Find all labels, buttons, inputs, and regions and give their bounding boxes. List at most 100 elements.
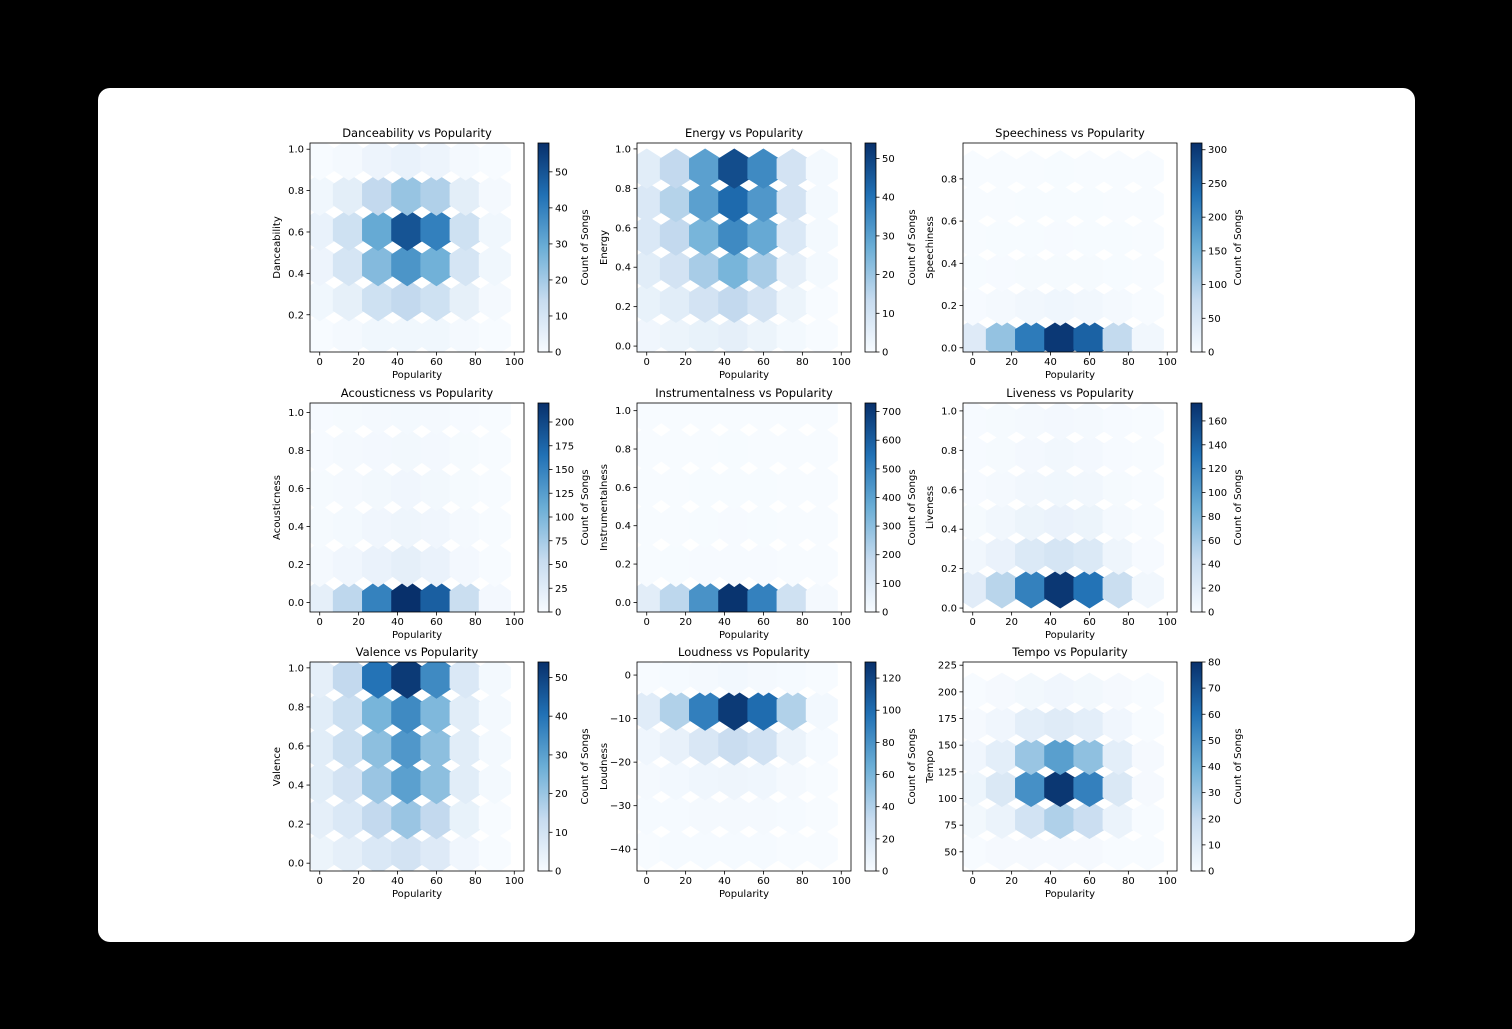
x-axis-label: Popularity — [1045, 889, 1095, 900]
hex-cell — [689, 464, 722, 511]
y-tick-label: 0.8 — [288, 702, 304, 713]
hex-cell — [637, 723, 663, 766]
chart-title: Tempo vs Popularity — [1011, 645, 1128, 659]
hex-cell — [332, 762, 365, 805]
hex-cell — [985, 736, 1018, 776]
colorbar-tick-label: 0 — [882, 608, 888, 619]
hex-cell — [776, 793, 809, 836]
x-tick-label: 100 — [505, 617, 524, 628]
hex-cell — [478, 726, 511, 770]
hex-cell — [985, 285, 1018, 326]
hex-cell — [689, 723, 722, 766]
hex-cell — [1073, 800, 1106, 840]
y-tick-label: 0 — [625, 671, 631, 682]
x-tick-label: 60 — [757, 876, 770, 887]
hex-cell — [420, 208, 453, 252]
colorbar-tick-label: 10 — [555, 311, 568, 322]
hex-cell — [420, 403, 453, 436]
hex-cell — [747, 182, 780, 223]
x-axis-label: Popularity — [392, 630, 442, 641]
hex-cell — [391, 797, 424, 840]
y-tick-label: 0.4 — [615, 263, 631, 274]
colorbar-tick-label: 0 — [555, 608, 561, 619]
hex-cell — [1131, 800, 1164, 840]
hex-cell — [747, 403, 780, 434]
x-tick-label: 80 — [469, 876, 482, 887]
hex-cell — [362, 208, 395, 252]
hex-cell — [805, 182, 838, 223]
hex-cell — [689, 316, 722, 352]
hex-cell — [776, 316, 809, 352]
hex-cell — [776, 662, 809, 696]
hex-cell — [391, 173, 424, 216]
x-tick-label: 20 — [679, 617, 692, 628]
colorbar-label: Count of Songs — [1233, 728, 1244, 804]
colorbar-tick-label: 300 — [1208, 145, 1227, 156]
x-tick-label: 20 — [352, 617, 365, 628]
hex-cell — [332, 662, 365, 699]
hex-cell — [420, 503, 453, 550]
y-tick-label: 0.0 — [288, 859, 304, 870]
hex-cell — [718, 828, 751, 871]
hex-cell — [1102, 319, 1135, 352]
axes-frame — [309, 402, 525, 613]
hex-cell — [963, 534, 989, 575]
hex-cell — [1073, 434, 1106, 475]
colorbar-tick-label: 80 — [1208, 512, 1221, 523]
colorbar-tick-label: 120 — [882, 674, 901, 685]
hex-cell — [449, 579, 482, 612]
hex-cell — [1073, 319, 1106, 352]
colorbar-tick-label: 30 — [555, 750, 568, 761]
hex-cell — [310, 541, 336, 588]
hex-cell — [776, 688, 809, 731]
y-tick-label: 1.0 — [288, 663, 304, 674]
axes-frame — [636, 142, 852, 353]
colorbar-tick-label: 25 — [555, 584, 568, 595]
hex-cell — [718, 464, 751, 511]
hex-cell — [637, 148, 663, 189]
hex-cell — [637, 182, 663, 223]
hex-cell — [1073, 568, 1106, 609]
chart-title: Instrumentalness vs Popularity — [655, 386, 833, 400]
hex-cell — [659, 688, 692, 731]
hex-cell — [1102, 251, 1135, 293]
hex-cell — [332, 797, 365, 840]
hex-cell — [637, 793, 663, 836]
colorbar-label: Count of Songs — [907, 469, 918, 545]
hex-cell — [689, 148, 722, 189]
hex-cell — [659, 182, 692, 223]
hex-cell — [1131, 285, 1164, 326]
hex-cell — [689, 579, 722, 612]
hex-cell — [332, 314, 365, 352]
colorbar-tick-label: 50 — [555, 167, 568, 178]
x-tick-label: 0 — [644, 357, 650, 368]
colorbar-tick-label: 75 — [555, 536, 568, 547]
y-tick-label: 100 — [938, 794, 957, 805]
hex-cell — [747, 541, 780, 588]
hex-cell — [310, 143, 336, 181]
x-tick-label: 100 — [1158, 357, 1177, 368]
y-tick-label: −40 — [610, 845, 631, 856]
colorbar — [537, 142, 550, 353]
axes-frame — [636, 402, 852, 613]
hex-cell — [478, 208, 511, 252]
hex-cell — [362, 691, 395, 734]
hex-cell — [659, 282, 692, 323]
x-tick-label: 40 — [1044, 617, 1057, 628]
colorbar-tick-label: 300 — [882, 522, 901, 533]
hex-cell — [449, 465, 482, 512]
y-tick-label: 200 — [938, 687, 957, 698]
hex-cell — [362, 832, 395, 871]
hex-cell — [1044, 704, 1077, 744]
axes-frame — [309, 142, 525, 353]
hex-cell — [689, 828, 722, 871]
colorbar-tick-label: 60 — [1208, 710, 1221, 721]
y-tick-label: 0.2 — [615, 302, 631, 313]
hex-cell — [718, 282, 751, 323]
hex-cell — [391, 243, 424, 287]
hex-cell — [391, 208, 424, 252]
colorbar-tick-label: 50 — [1208, 314, 1221, 325]
hex-cell — [478, 662, 511, 699]
hex-cell — [805, 215, 838, 256]
axes-frame — [636, 661, 852, 872]
